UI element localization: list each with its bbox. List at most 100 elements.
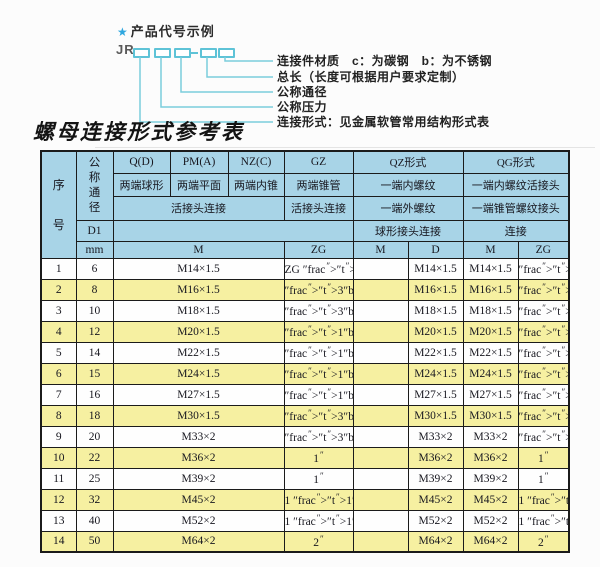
cell-gz: ″frac″>″t″>3″b″>4″ bbox=[283, 425, 354, 448]
cell-m-thread: M45×2 bbox=[112, 488, 285, 511]
cell-dn: 25 bbox=[75, 467, 114, 490]
conn-union-2: 活接头连接 bbox=[283, 195, 354, 221]
divider-line bbox=[95, 147, 595, 148]
table-row: 11 25 M39×2 1″ M39×2 M39×2 1″ bbox=[40, 467, 570, 490]
cell-qg-m: M52×2 bbox=[462, 509, 519, 532]
cell-seq: 5 bbox=[40, 341, 77, 364]
cell-qg-zg: 1 ″frac″>″t″>1″b″>4″ bbox=[517, 488, 570, 511]
table-row: 818M30×1.5″frac″>″t″>3″b″>4″M30×1.5M30×1… bbox=[40, 404, 570, 427]
subcol-m-1: M bbox=[112, 240, 285, 259]
cell-qg-zg: ″frac″>″t″>1″b″>4″ bbox=[517, 257, 570, 280]
table-row: 412M20×1.5″frac″>″t″>1″b″>2″M20×1.5M20×1… bbox=[40, 320, 570, 343]
cell-dn: 32 bbox=[75, 488, 114, 511]
cell-seq: 7 bbox=[40, 383, 77, 406]
cell-qz-d: M33×2 bbox=[407, 425, 464, 448]
cell-qg-m: M20×1.5 bbox=[462, 320, 519, 343]
subcol-d: D bbox=[407, 240, 464, 259]
cell-qg-zg: 1″ bbox=[517, 467, 570, 490]
code-prefix: JR bbox=[116, 42, 135, 57]
cell-qg-zg: 1″ bbox=[517, 446, 570, 469]
col-group-nz: NZ(C) bbox=[227, 150, 285, 174]
cell-qg-m: M39×2 bbox=[462, 467, 519, 490]
cell-qz-d: M22×1.5 bbox=[407, 341, 464, 364]
code-box bbox=[200, 48, 217, 58]
cell-seq: 14 bbox=[40, 530, 77, 553]
cell-gz: ″frac″>″t″>3″b″>8″ bbox=[283, 299, 354, 322]
ends-pm: 两端平面 bbox=[169, 172, 229, 197]
cell-qz-m bbox=[352, 278, 409, 301]
col-group-qd: Q(D) bbox=[112, 150, 171, 174]
conn-ext-thread: 一端外螺纹 bbox=[352, 195, 464, 221]
cell-qz-d: M27×1.5 bbox=[407, 383, 464, 406]
cell-qg-m: M14×1.5 bbox=[462, 257, 519, 280]
cell-m-thread: M39×2 bbox=[112, 467, 285, 490]
cell-qg-m: M30×1.5 bbox=[462, 404, 519, 427]
subcol-m-3: M bbox=[462, 240, 519, 259]
reference-table: 序号 公称通径 Q(D) PM(A) NZ(C) GZ QZ形式 QG形式 两端… bbox=[40, 150, 571, 553]
cell-qg-m: M64×2 bbox=[462, 530, 519, 553]
table-row: 28M16×1.5″frac″>″t″>3″b″>8″M16×1.5M16×1.… bbox=[40, 278, 570, 301]
cell-m-thread: M18×1.5 bbox=[112, 299, 285, 322]
cell-dn: 10 bbox=[75, 299, 114, 322]
cell-qz-d: M64×2 bbox=[407, 530, 464, 553]
dash-separator bbox=[189, 52, 198, 54]
ends-gz: 两端锥管 bbox=[283, 172, 354, 197]
diagram-heading: ★ 产品代号示例 bbox=[117, 21, 215, 40]
cell-qz-d: M18×1.5 bbox=[407, 299, 464, 322]
conn-union-1: 活接头连接 bbox=[112, 195, 285, 221]
col-header-d1: D1 bbox=[75, 219, 114, 242]
cell-qg-m: M36×2 bbox=[462, 446, 519, 469]
cell-seq: 12 bbox=[40, 488, 77, 511]
cell-seq: 9 bbox=[40, 425, 77, 448]
cell-qz-d: M24×1.5 bbox=[407, 362, 464, 385]
cell-gz: 1″ bbox=[283, 467, 354, 490]
cell-m-thread: M64×2 bbox=[112, 530, 285, 553]
table-row: 615M24×1.5″frac″>″t″>1″b″>2″M24×1.5M24×1… bbox=[40, 362, 570, 385]
col-header-seq: 序号 bbox=[40, 150, 77, 259]
cell-qz-m bbox=[352, 341, 409, 364]
table-row: 10 22 M36×2 1″ M36×2 M36×2 1″ bbox=[40, 446, 570, 469]
col-group-pm: PM(A) bbox=[169, 150, 229, 174]
conn-taper-joint: 一端锥管螺纹接头 bbox=[462, 195, 570, 221]
cell-seq: 13 bbox=[40, 509, 77, 532]
cell-seq: 11 bbox=[40, 467, 77, 490]
code-box bbox=[218, 48, 235, 58]
table-row: 920M33×2″frac″>″t″>3″b″>4″M33×2M33×2″fra… bbox=[40, 425, 570, 448]
cell-qz-m bbox=[352, 446, 409, 469]
cell-qz-d: M30×1.5 bbox=[407, 404, 464, 427]
cell-qz-m bbox=[352, 509, 409, 532]
cell-seq: 2 bbox=[40, 278, 77, 301]
cell-qg-zg: 2″ bbox=[517, 530, 570, 553]
diagram-heading-text: 产品代号示例 bbox=[130, 24, 215, 39]
cell-qz-d: M45×2 bbox=[407, 488, 464, 511]
cell-seq: 4 bbox=[40, 320, 77, 343]
cell-qz-m bbox=[352, 320, 409, 343]
ends-qg: 一端内螺纹活接头 bbox=[462, 172, 570, 197]
cell-qg-m: M18×1.5 bbox=[462, 299, 519, 322]
cell-qz-d: M14×1.5 bbox=[407, 257, 464, 280]
table-row: 514M22×1.5″frac″>″t″>1″b″>2″M22×1.5M22×1… bbox=[40, 341, 570, 364]
ends-qz: 一端内螺纹 bbox=[352, 172, 464, 197]
table-row: 14 50 M64×2 2″ M64×2 M64×2 2″ bbox=[40, 530, 570, 553]
cell-qz-d: M16×1.5 bbox=[407, 278, 464, 301]
cell-qg-m: M16×1.5 bbox=[462, 278, 519, 301]
cell-qg-zg: ″frac″>″t″>3″b″>4″ bbox=[517, 404, 570, 427]
col-header-dn: 公称通径 bbox=[75, 150, 114, 221]
subcol-zg-1: ZG bbox=[283, 240, 354, 259]
subcol-m-2: M bbox=[352, 240, 409, 259]
cell-m-thread: M24×1.5 bbox=[112, 362, 285, 385]
col-group-gz: GZ bbox=[283, 150, 354, 174]
cell-gz: ″frac″>″t″>1″b″>2″ bbox=[283, 320, 354, 343]
cell-qg-m: M45×2 bbox=[462, 488, 519, 511]
cell-dn: 6 bbox=[75, 257, 114, 280]
cell-gz: ZG ″frac″>″t″>1″b″>4″ bbox=[283, 257, 354, 280]
star-icon: ★ bbox=[117, 25, 129, 39]
cell-qg-zg: ″frac″>″t″>1″b″>2″ bbox=[517, 362, 570, 385]
diagram-label-pressure: 公称压力 bbox=[277, 100, 328, 114]
cell-qg-m: M24×1.5 bbox=[462, 362, 519, 385]
cell-seq: 3 bbox=[40, 299, 77, 322]
cell-qz-m bbox=[352, 362, 409, 385]
cell-gz: ″frac″>″t″>1″b″>2″ bbox=[283, 362, 354, 385]
